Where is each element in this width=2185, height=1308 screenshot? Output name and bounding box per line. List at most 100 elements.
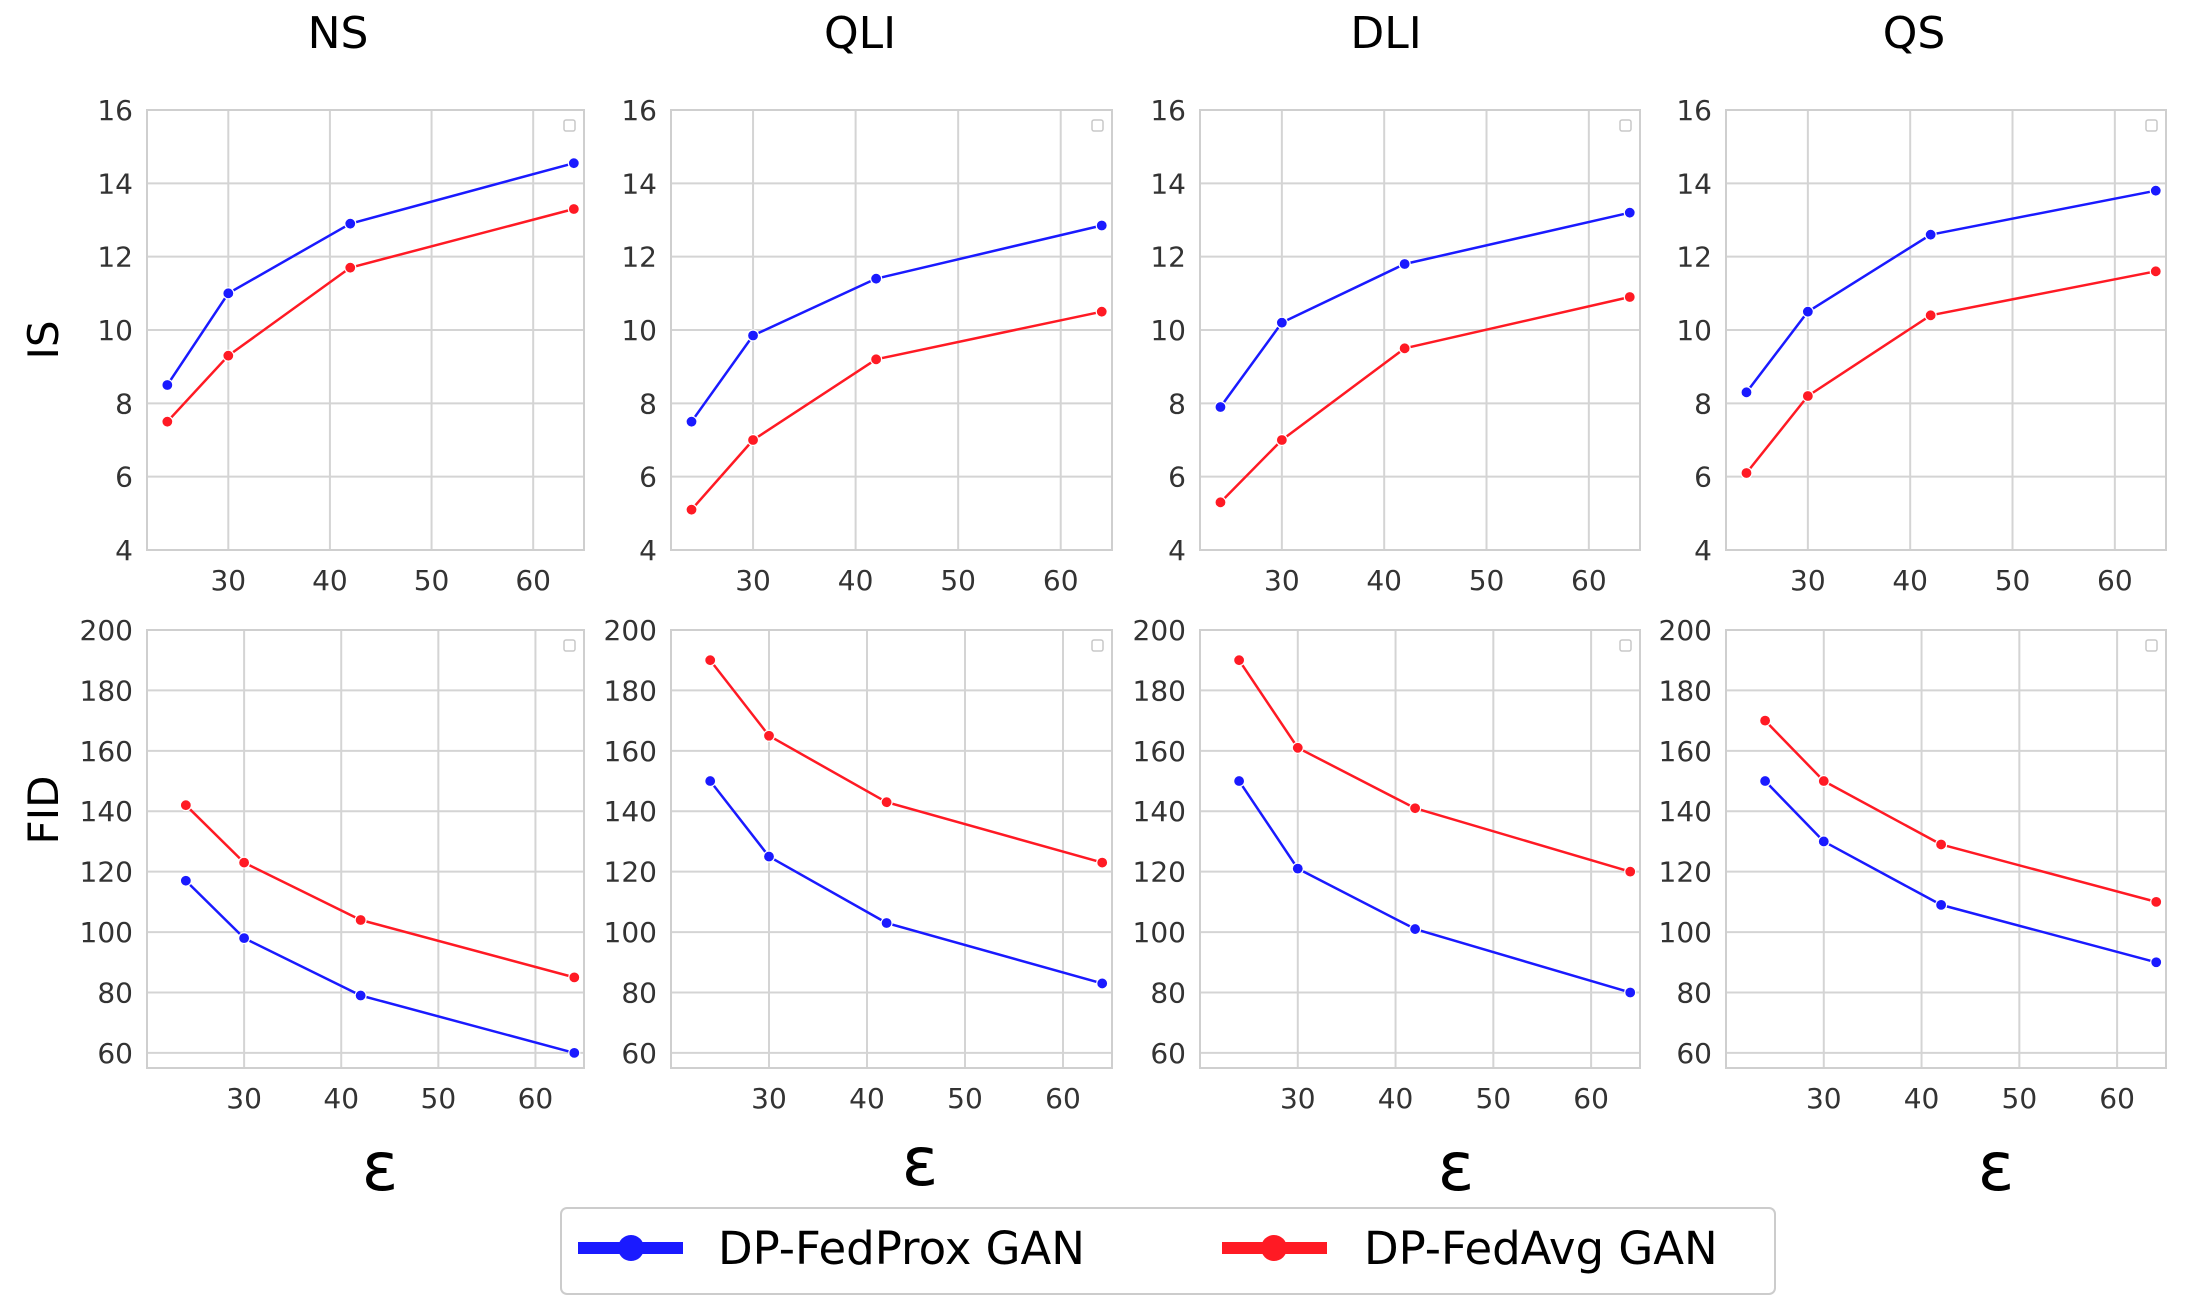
data-point-dp-fedavg bbox=[1291, 741, 1304, 754]
x-tick-label: 60 bbox=[2097, 564, 2133, 597]
y-tick-label: 8 bbox=[639, 387, 657, 420]
empty-legend-box bbox=[1619, 639, 1632, 652]
data-point-dp-fedavg bbox=[1817, 774, 1830, 788]
y-tick-label: 10 bbox=[1676, 314, 1712, 347]
x-tick-label: 30 bbox=[1280, 1082, 1316, 1115]
data-point-dp-fedprox bbox=[1409, 922, 1422, 936]
data-point-dp-fedprox bbox=[1398, 257, 1411, 271]
empty-legend-box bbox=[1091, 119, 1104, 132]
series-line-dp-fedprox bbox=[184, 879, 575, 1055]
data-point-dp-fedavg bbox=[1275, 433, 1288, 447]
y-tick-label: 200 bbox=[604, 614, 657, 647]
y-tick-label: 4 bbox=[1694, 534, 1712, 567]
plot-frame bbox=[1199, 629, 1641, 1069]
y-tick-label: 12 bbox=[621, 241, 657, 274]
row-label-fid: FID bbox=[19, 776, 68, 845]
panel-5: 30 40 50 60 60 80 100 120 140 160 180 200 bbox=[80, 614, 585, 1115]
legend-label-dp-fedavg: DP-FedAvg GAN bbox=[1364, 1222, 1718, 1275]
x-tick-label: 40 bbox=[1378, 1082, 1414, 1115]
y-tick-label: 4 bbox=[1168, 534, 1186, 567]
panel-6: 30 40 50 60 60 80 100 120 140 160 180 200 bbox=[604, 614, 1113, 1115]
y-tick-label: 120 bbox=[1133, 856, 1186, 889]
data-point-dp-fedprox bbox=[354, 989, 367, 1002]
x-tick-label: 50 bbox=[2002, 1082, 2038, 1115]
data-point-dp-fedprox bbox=[2150, 956, 2163, 969]
data-point-dp-fedavg bbox=[880, 796, 893, 809]
data-point-dp-fedavg bbox=[685, 503, 698, 516]
panel-2: 30 40 50 60 4 6 8 10 12 14 16 bbox=[621, 94, 1113, 597]
column-title-ns: NS bbox=[308, 8, 369, 59]
data-point-dp-fedavg bbox=[1233, 654, 1246, 667]
x-tick-label: 60 bbox=[1573, 1082, 1609, 1115]
x-tick-label: 40 bbox=[1366, 564, 1402, 597]
y-tick-label: 180 bbox=[1659, 674, 1712, 707]
legend-marker-dp-fedprox bbox=[618, 1235, 644, 1261]
y-tick-label: 140 bbox=[80, 795, 133, 828]
data-point-dp-fedprox bbox=[344, 217, 357, 230]
series-line-dp-fedavg bbox=[1219, 295, 1631, 504]
y-tick-label: 140 bbox=[1133, 795, 1186, 828]
data-point-dp-fedavg bbox=[1759, 714, 1772, 727]
x-tick-label: 50 bbox=[940, 564, 976, 597]
plot-frame bbox=[670, 109, 1113, 551]
data-point-dp-fedprox bbox=[222, 287, 235, 300]
y-tick-label: 14 bbox=[1676, 167, 1712, 200]
x-tick-label: 50 bbox=[947, 1082, 983, 1115]
data-point-dp-fedavg bbox=[870, 353, 883, 366]
y-tick-label: 14 bbox=[97, 167, 133, 200]
x-tick-label: 40 bbox=[1892, 564, 1928, 597]
y-tick-label: 10 bbox=[621, 314, 657, 347]
y-tick-label: 10 bbox=[97, 314, 133, 347]
y-tick-label: 8 bbox=[115, 387, 133, 420]
data-point-dp-fedprox bbox=[1624, 986, 1637, 999]
data-point-dp-fedprox bbox=[880, 916, 893, 930]
y-tick-label: 100 bbox=[604, 916, 657, 949]
x-tick-label: 50 bbox=[414, 564, 450, 597]
y-tick-label: 160 bbox=[1133, 735, 1186, 768]
y-tick-label: 60 bbox=[97, 1037, 133, 1070]
y-tick-label: 6 bbox=[1694, 461, 1712, 494]
y-tick-label: 4 bbox=[115, 534, 133, 567]
data-point-dp-fedprox bbox=[870, 272, 883, 285]
y-tick-label: 14 bbox=[621, 167, 657, 200]
data-point-dp-fedprox bbox=[1623, 206, 1636, 219]
empty-legend-box bbox=[2145, 639, 2158, 652]
y-tick-label: 200 bbox=[1133, 614, 1186, 647]
y-tick-label: 140 bbox=[1659, 795, 1712, 828]
y-tick-label: 14 bbox=[1150, 167, 1186, 200]
plot-frame bbox=[146, 629, 585, 1069]
panel-1: 30 40 50 60 4 6 8 10 12 14 16 bbox=[97, 94, 585, 597]
data-point-dp-fedavg bbox=[354, 913, 367, 927]
data-point-dp-fedavg bbox=[1398, 342, 1411, 355]
data-point-dp-fedprox bbox=[1275, 316, 1288, 329]
column-title-qli: QLI bbox=[824, 8, 896, 59]
panel-8: 30 40 50 60 60 80 100 120 140 160 180 200 bbox=[1659, 614, 2167, 1115]
series-line-dp-fedprox bbox=[1745, 189, 2157, 394]
series-line-dp-fedprox bbox=[1238, 780, 1631, 994]
y-tick-label: 6 bbox=[639, 461, 657, 494]
data-point-dp-fedavg bbox=[1214, 496, 1227, 509]
legend-frame bbox=[560, 1207, 1776, 1295]
y-tick-label: 200 bbox=[80, 614, 133, 647]
data-point-dp-fedprox bbox=[1759, 774, 1772, 788]
x-tick-label: 30 bbox=[226, 1082, 262, 1115]
plot-frame bbox=[1725, 109, 2167, 551]
series-line-dp-fedavg bbox=[1238, 659, 1631, 873]
data-point-dp-fedprox bbox=[238, 932, 251, 945]
plot-frame bbox=[146, 109, 585, 551]
data-point-dp-fedavg bbox=[1096, 856, 1109, 869]
x-tick-label: 60 bbox=[1045, 1082, 1081, 1115]
series-line-dp-fedavg bbox=[166, 207, 575, 423]
y-tick-label: 60 bbox=[1676, 1037, 1712, 1070]
y-tick-label: 16 bbox=[1150, 94, 1186, 127]
series-line-dp-fedprox bbox=[1219, 211, 1631, 408]
y-tick-label: 4 bbox=[639, 534, 657, 567]
data-point-dp-fedavg bbox=[179, 799, 192, 812]
legend: DP-FedProx GAN DP-FedAvg GAN bbox=[560, 1207, 1776, 1295]
y-tick-label: 180 bbox=[1133, 674, 1186, 707]
empty-legend-box bbox=[563, 639, 576, 652]
y-tick-label: 180 bbox=[80, 674, 133, 707]
y-tick-label: 8 bbox=[1694, 387, 1712, 420]
